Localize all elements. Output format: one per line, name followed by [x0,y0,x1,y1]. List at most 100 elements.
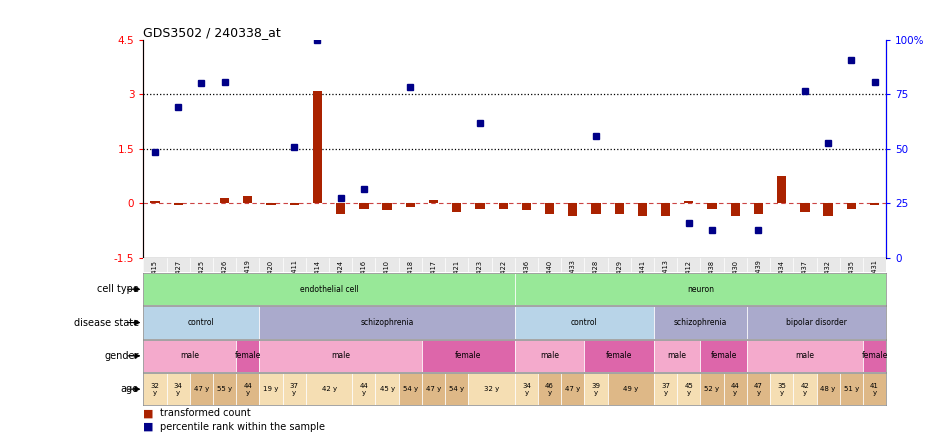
Text: female: female [235,351,261,361]
Text: 51 y: 51 y [844,386,859,392]
Bar [654,340,700,372]
Bar [863,340,886,372]
Text: male: male [331,351,351,361]
Text: 37
y: 37 y [290,383,299,396]
Bar [190,373,213,405]
Text: GSM318420: GSM318420 [268,259,274,300]
Bar [585,373,608,405]
Bar [283,373,306,405]
Bar [143,273,515,305]
Bar [746,340,863,372]
Text: 46
y: 46 y [545,383,554,396]
Text: GSM318440: GSM318440 [547,259,552,300]
Bar [863,373,886,405]
Text: age: age [120,384,139,394]
Bar [522,203,531,210]
Bar [708,203,717,209]
Text: GSM318428: GSM318428 [593,259,599,300]
Text: male: male [180,351,199,361]
Bar [422,340,514,372]
Text: GSM318413: GSM318413 [662,259,669,299]
Text: bipolar disorder: bipolar disorder [786,318,847,327]
Text: GSM318424: GSM318424 [338,259,344,300]
Text: 32
y: 32 y [151,383,159,396]
Text: cell type: cell type [97,284,139,294]
Bar [746,306,886,339]
Text: GSM318426: GSM318426 [222,259,228,300]
Text: percentile rank within the sample: percentile rank within the sample [160,422,325,432]
Text: male: male [796,351,814,361]
Text: 41
y: 41 y [870,383,879,396]
Bar [731,203,740,216]
Text: male: male [540,351,559,361]
Bar [568,203,577,216]
Text: neuron: neuron [687,285,714,294]
Text: 34
y: 34 y [522,383,531,396]
Bar [677,373,700,405]
Text: 32 y: 32 y [484,386,500,392]
Bar [538,373,561,405]
Bar [236,373,259,405]
Bar [637,203,647,216]
Text: GSM318427: GSM318427 [175,259,181,300]
Bar [376,373,399,405]
Text: 44
y: 44 y [360,383,368,396]
Text: female: female [455,351,482,361]
Text: GSM318422: GSM318422 [500,259,506,300]
Bar [654,306,746,339]
Text: GSM318410: GSM318410 [384,259,390,300]
Text: 35
y: 35 y [777,383,786,396]
Bar [352,373,376,405]
Bar [654,373,677,405]
Bar [794,373,817,405]
Text: 44
y: 44 y [731,383,740,396]
Bar [817,373,840,405]
Bar [608,373,654,405]
Text: GDS3502 / 240338_at: GDS3502 / 240338_at [143,26,281,39]
Text: 42
y: 42 y [800,383,809,396]
Text: schizophrenia: schizophrenia [673,318,727,327]
Text: GSM318431: GSM318431 [871,259,878,299]
Bar [143,306,259,339]
Bar [777,176,786,203]
Text: gender: gender [105,351,139,361]
Text: GSM318417: GSM318417 [430,259,437,300]
Text: GSM318419: GSM318419 [245,259,251,299]
Bar [143,340,236,372]
Bar [700,373,723,405]
Bar [800,203,809,212]
Bar [290,203,299,205]
Text: GSM318435: GSM318435 [848,259,855,300]
Bar [382,203,392,210]
Bar [870,203,879,205]
Bar [266,203,276,205]
Bar [429,199,438,203]
Text: schizophrenia: schizophrenia [361,318,413,327]
Text: GSM318425: GSM318425 [198,259,204,300]
Bar [514,273,886,305]
Text: 55 y: 55 y [217,386,232,392]
Text: endothelial cell: endothelial cell [300,285,359,294]
Text: GSM318437: GSM318437 [802,259,808,300]
Bar [313,91,322,203]
Text: ■: ■ [143,422,154,432]
Text: 47 y: 47 y [193,386,209,392]
Text: male: male [668,351,686,361]
Bar [746,373,771,405]
Bar [545,203,554,214]
Bar [684,201,694,203]
Text: GSM318441: GSM318441 [639,259,646,300]
Bar [468,373,514,405]
Text: 42 y: 42 y [322,386,337,392]
Text: female: female [861,351,888,361]
Bar [514,340,585,372]
Bar [771,373,794,405]
Bar [359,203,368,209]
Text: transformed count: transformed count [160,408,251,419]
Bar [336,203,345,214]
Text: control: control [571,318,598,327]
Text: GSM318439: GSM318439 [756,259,761,299]
Text: ■: ■ [143,408,154,419]
Text: GSM318433: GSM318433 [570,259,575,299]
Bar [514,306,654,339]
